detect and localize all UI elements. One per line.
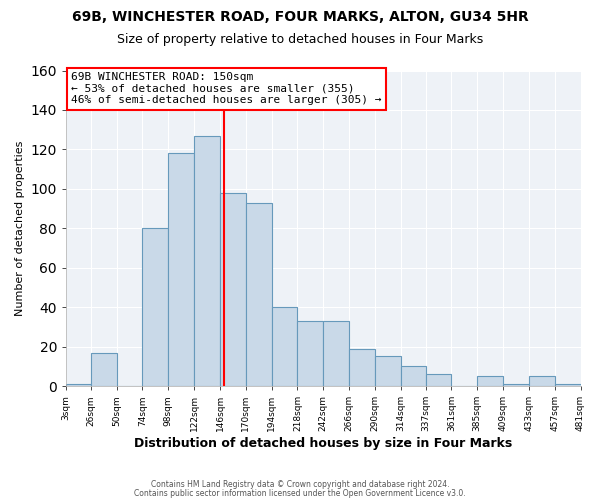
Y-axis label: Number of detached properties: Number of detached properties [15,140,25,316]
Bar [298,321,323,386]
Text: 69B WINCHESTER ROAD: 150sqm
← 53% of detached houses are smaller (355)
46% of se: 69B WINCHESTER ROAD: 150sqm ← 53% of det… [71,72,382,106]
Text: 69B, WINCHESTER ROAD, FOUR MARKS, ALTON, GU34 5HR: 69B, WINCHESTER ROAD, FOUR MARKS, ALTON,… [71,10,529,24]
Bar [375,356,401,386]
Bar [401,366,425,386]
Bar [91,352,116,386]
Bar [554,384,581,386]
Text: Size of property relative to detached houses in Four Marks: Size of property relative to detached ho… [117,32,483,46]
Bar [272,307,298,386]
Bar [246,202,272,386]
Bar [503,384,529,386]
Text: Contains public sector information licensed under the Open Government Licence v3: Contains public sector information licen… [134,488,466,498]
Bar [220,193,246,386]
Bar [323,321,349,386]
X-axis label: Distribution of detached houses by size in Four Marks: Distribution of detached houses by size … [134,437,512,450]
Bar [142,228,169,386]
Bar [194,136,220,386]
Bar [66,384,91,386]
Bar [169,154,194,386]
Bar [349,348,375,386]
Text: Contains HM Land Registry data © Crown copyright and database right 2024.: Contains HM Land Registry data © Crown c… [151,480,449,489]
Bar [477,376,503,386]
Bar [529,376,554,386]
Bar [425,374,451,386]
